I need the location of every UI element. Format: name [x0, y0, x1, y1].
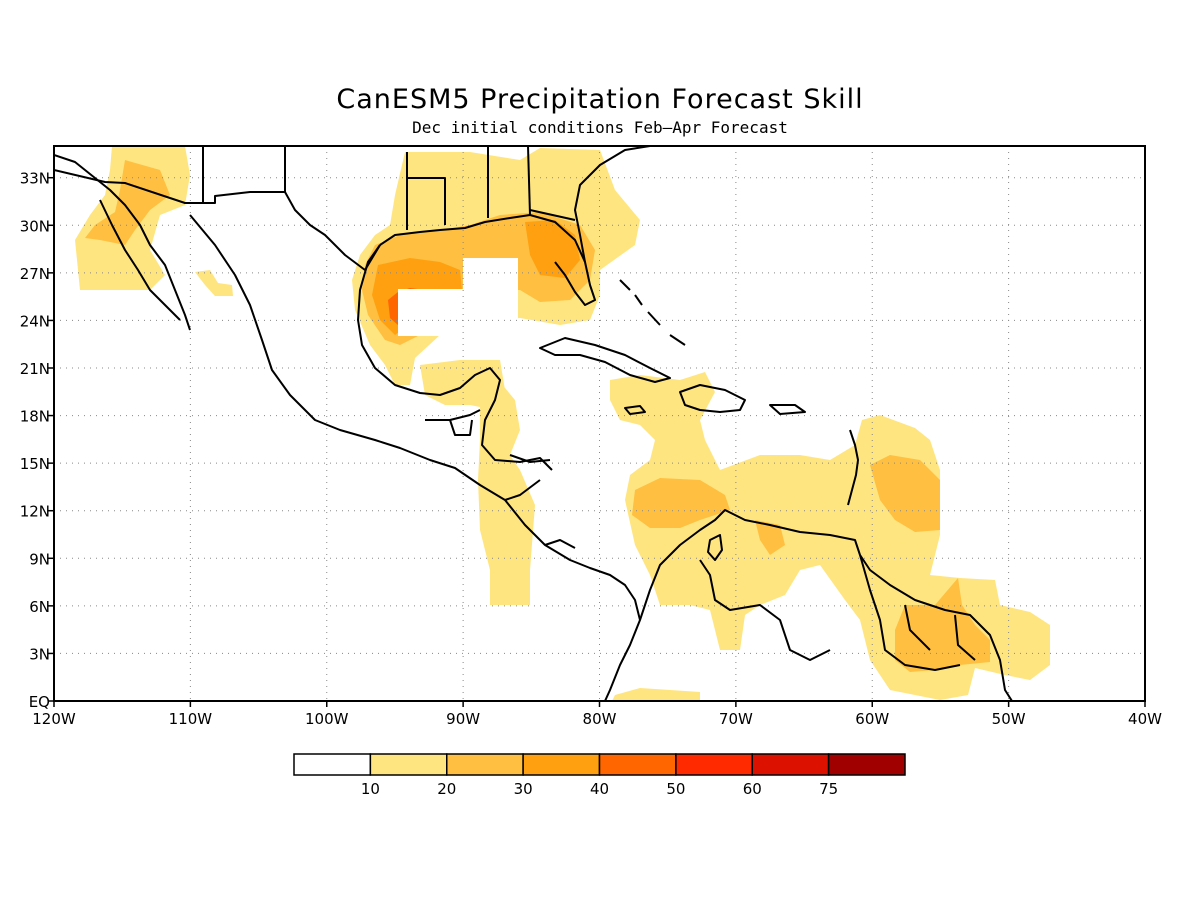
colorbar-label: 30	[514, 780, 533, 798]
colorbar: 10 20 30 40 50 60 75	[293, 753, 906, 798]
skill-region-atlantic-mid	[870, 455, 940, 532]
x-tick-label: 40W	[1128, 710, 1162, 728]
masked-area-gulf-west	[398, 289, 463, 336]
colorbar-swatch	[293, 753, 372, 776]
x-tick-label: 90W	[446, 710, 480, 728]
colorbar-swatch	[675, 753, 753, 776]
y-tick-label: 9N	[29, 550, 50, 568]
skill-region-florida	[525, 220, 580, 278]
y-tick-label: 33N	[20, 170, 50, 188]
y-tick-label: 24N	[20, 312, 50, 330]
x-tick-label: 110W	[169, 710, 213, 728]
x-tick-label: 70W	[719, 710, 753, 728]
y-tick-label: 27N	[20, 265, 50, 283]
skill-region-baja-mid	[85, 160, 170, 245]
colorbar-swatch	[751, 753, 830, 776]
colorbar-label: 40	[590, 780, 609, 798]
longitude-labels: 120W 110W 100W 90W 80W 70W 60W 50W 40W	[32, 701, 1162, 728]
skill-region-venezuela-mid	[755, 520, 785, 555]
colorbar-swatch	[598, 753, 677, 776]
latitude-labels: EQ 3N 6N 9N 12N 15N 18N 21N 24N 27N 30N 33N	[20, 170, 54, 711]
skill-region-guianas-mid	[895, 578, 990, 672]
skill-region-small-mexico	[195, 270, 233, 296]
masked-area-gulf-east	[463, 258, 518, 336]
skill-region-central-america	[478, 382, 535, 605]
skill-region-caribbean-mid	[632, 478, 730, 528]
y-tick-label: 18N	[20, 408, 50, 426]
y-tick-label: EQ	[29, 693, 50, 711]
colorbar-label: 10	[361, 780, 380, 798]
y-tick-label: 6N	[29, 598, 50, 616]
x-tick-label: 120W	[32, 710, 76, 728]
chart-subtitle: Dec initial conditions Feb–Apr Forecast	[412, 118, 788, 137]
x-tick-label: 100W	[305, 710, 349, 728]
colorbar-swatch	[827, 753, 906, 776]
coastlines	[54, 146, 1013, 701]
skill-region-amazon	[612, 688, 700, 701]
x-tick-label: 60W	[855, 710, 889, 728]
y-tick-label: 21N	[20, 360, 50, 378]
chart-title: CanESM5 Precipitation Forecast Skill	[336, 84, 864, 115]
x-tick-label: 50W	[992, 710, 1026, 728]
colorbar-label: 60	[743, 780, 762, 798]
colorbar-label: 20	[437, 780, 456, 798]
colorbar-swatch	[369, 753, 448, 776]
y-tick-label: 12N	[20, 503, 50, 521]
colorbar-swatch	[446, 753, 524, 776]
colorbar-label: 75	[819, 780, 838, 798]
y-tick-label: 30N	[20, 217, 50, 235]
colorbar-swatch	[522, 753, 601, 776]
y-tick-label: 15N	[20, 455, 50, 473]
colorbar-label: 50	[666, 780, 685, 798]
y-tick-label: 3N	[29, 645, 50, 663]
x-tick-label: 80W	[583, 710, 617, 728]
